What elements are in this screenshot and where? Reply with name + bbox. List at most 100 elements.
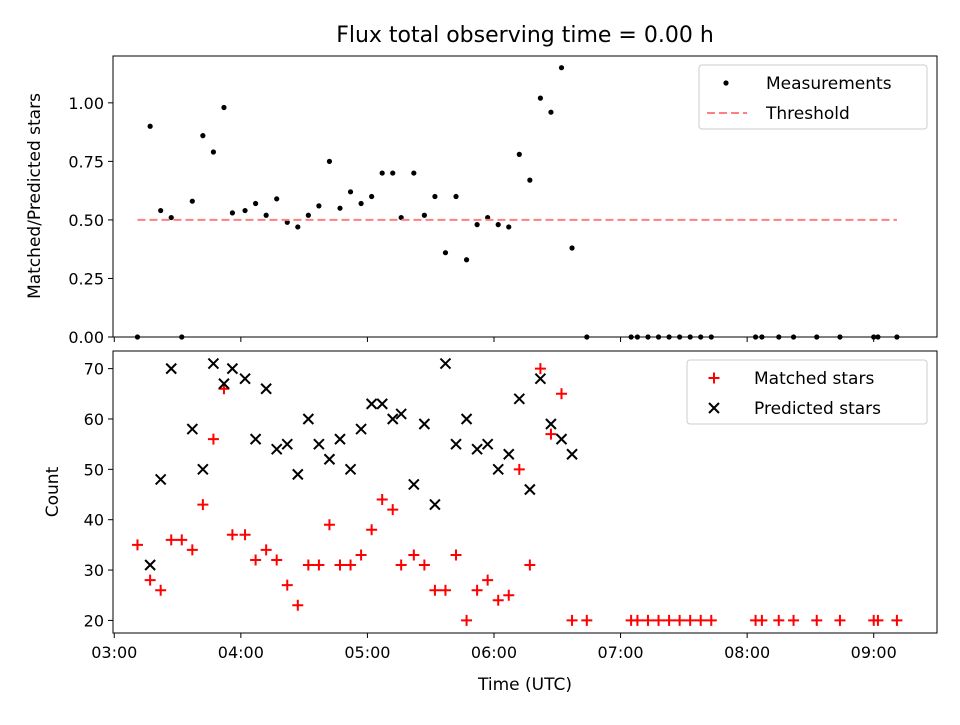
predicted-star-point — [144, 559, 156, 571]
matched-star-point — [250, 554, 262, 566]
predicted-star-point — [281, 438, 293, 450]
measurement-point — [242, 207, 248, 214]
measurement-point — [284, 219, 290, 225]
legend-label: Matched stars — [754, 369, 874, 389]
measurement-point — [274, 196, 280, 202]
matched-star-point — [439, 584, 451, 596]
measurement-point — [516, 151, 522, 157]
measurement-point — [463, 257, 470, 263]
predicted-star-point — [292, 468, 304, 481]
measurement-point — [253, 200, 259, 207]
measurement-point — [168, 214, 174, 221]
matched-star-point — [631, 614, 643, 626]
predicted-star-point — [165, 362, 177, 375]
matched-star-point — [482, 574, 494, 586]
matched-star-point — [566, 614, 578, 626]
measurement-point — [229, 210, 236, 216]
matched-star-point — [513, 463, 525, 475]
measurement-point — [548, 109, 554, 115]
matched-star-point — [663, 614, 675, 626]
measurement-point — [474, 222, 480, 228]
y-tick-label: 30 — [84, 561, 104, 580]
predicted-star-point — [555, 433, 568, 445]
measurement-point — [790, 334, 797, 340]
predicted-star-point — [387, 413, 399, 425]
measurement-point — [628, 334, 634, 340]
predicted-star-point — [450, 438, 462, 450]
matched-star-point — [695, 614, 707, 626]
predicted-star-point — [249, 433, 262, 445]
predicted-star-point — [429, 498, 441, 511]
matched-star-point — [492, 594, 504, 606]
measurement-point — [776, 334, 782, 340]
legend-x-icon — [708, 402, 720, 414]
matched-star-point — [642, 614, 654, 626]
legend: Matched stars Predicted stars — [686, 359, 928, 425]
matched-star-point — [834, 614, 846, 626]
matched-star-point — [684, 614, 696, 626]
matched-star-point — [471, 584, 483, 596]
x-tick-label: 07:00 — [598, 643, 644, 662]
measurement-point — [871, 334, 877, 340]
matched-star-point — [376, 494, 388, 506]
matched-star-point — [555, 388, 567, 400]
matched-star-point — [334, 559, 346, 571]
matched-star-point — [144, 574, 156, 586]
measurement-point — [453, 193, 459, 200]
measurement-point — [875, 334, 881, 340]
x-tick-label: 09:00 — [851, 643, 897, 662]
matched-star-point — [226, 529, 238, 541]
y-tick-label: 1.00 — [68, 94, 104, 113]
matched-star-point — [534, 363, 546, 375]
matched-star-point — [450, 549, 462, 561]
measurement-point — [894, 334, 900, 340]
x-tick-label: 05:00 — [344, 643, 390, 662]
measurement-point — [634, 334, 641, 340]
predicted-star-point — [207, 357, 220, 370]
predicted-star-point — [218, 378, 230, 390]
y-tick-label: 0.25 — [68, 269, 104, 288]
matched-star-point — [461, 614, 473, 626]
predicted-star-point — [270, 443, 283, 455]
matched-star-point — [891, 614, 903, 626]
legend-plus-icon — [708, 372, 720, 384]
measurement-point — [655, 334, 662, 340]
predicted-star-point — [492, 463, 504, 476]
measurement-point — [305, 212, 311, 218]
predicted-star-point — [197, 463, 209, 476]
legend-box — [698, 64, 928, 130]
measurement-point — [210, 149, 217, 155]
matched-star-point — [207, 433, 219, 445]
predicted-star-point — [460, 413, 473, 425]
predicted-star-point — [513, 393, 526, 405]
predicted-star-point — [186, 423, 199, 435]
predicted-star-point — [566, 448, 578, 460]
matched-star-point — [345, 559, 357, 571]
measurement-point — [200, 133, 206, 139]
predicted-star-point — [239, 372, 251, 385]
legend-label: Threshold — [765, 104, 850, 124]
matched-star-point — [395, 559, 407, 571]
legend-label: Predicted stars — [754, 399, 881, 419]
bottom-panel: 20 30 40 50 60 70 03:00 04:00 05:00 06:00 07:00 08:… — [84, 350, 938, 662]
measurement-point — [158, 207, 164, 214]
matched-star-point — [788, 614, 800, 626]
predicted-star-point — [365, 398, 378, 410]
matched-star-point — [197, 499, 209, 511]
measurement-point — [326, 158, 333, 164]
predicted-star-point — [481, 438, 494, 450]
matched-star-point — [292, 599, 304, 611]
x-tick-label: 08:00 — [724, 643, 770, 662]
matched-star-point — [176, 534, 188, 546]
predicted-star-point — [154, 473, 167, 486]
measurement-point — [584, 334, 590, 340]
matched-star-point — [705, 614, 717, 626]
x-axis-label: Time (UTC) — [477, 675, 572, 695]
measurement-point — [837, 334, 843, 340]
measurement-point — [432, 193, 438, 200]
measurement-point — [421, 212, 427, 218]
matched-star-point — [545, 428, 557, 440]
measurement-point — [527, 177, 533, 183]
measurement-point — [347, 189, 354, 195]
